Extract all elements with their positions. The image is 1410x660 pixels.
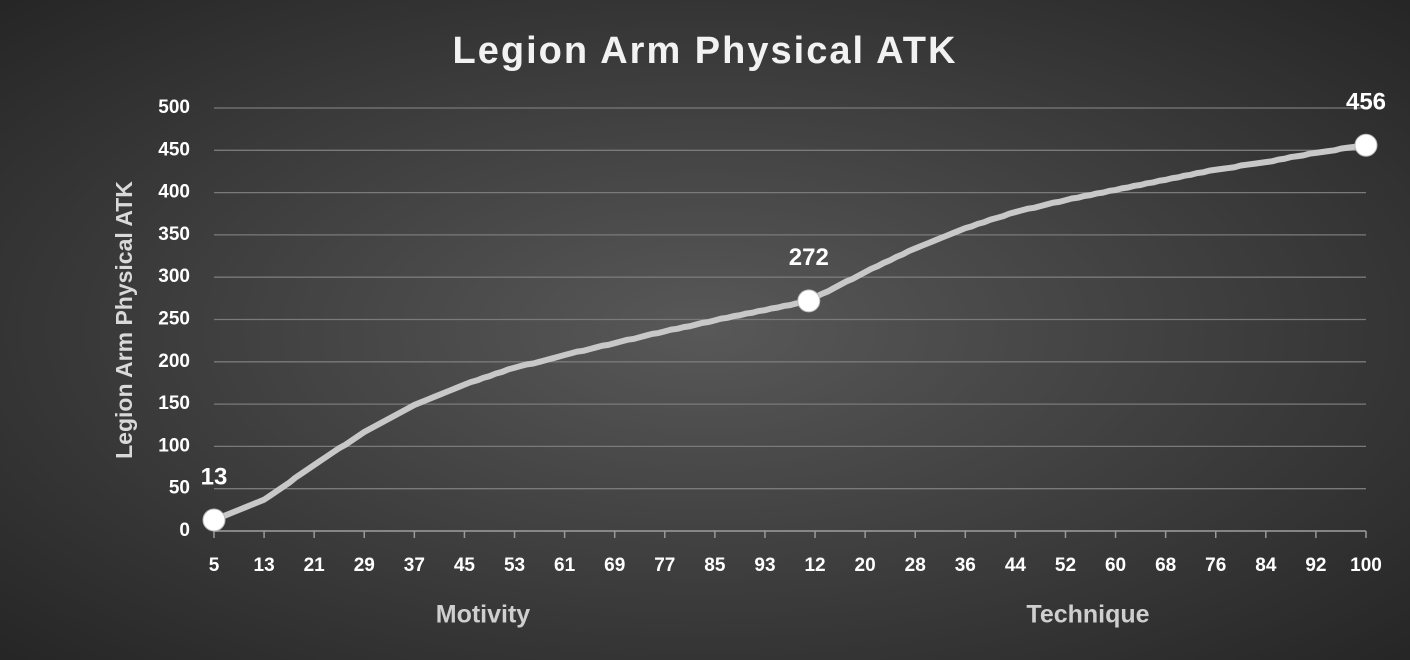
x-tick-label: 85 (704, 555, 726, 576)
x-tick-label: 100 (1350, 555, 1382, 576)
x-tick-label: 12 (804, 555, 825, 576)
point-marker (202, 508, 226, 532)
y-tick-label: 450 (158, 139, 190, 160)
x-tick-label: 60 (1105, 555, 1126, 576)
y-tick-label: 350 (158, 224, 190, 245)
y-tick-label: 400 (158, 182, 190, 203)
data-label: 272 (789, 244, 829, 271)
chart-title: Legion Arm Physical ATK (453, 30, 958, 72)
y-tick-label: 300 (158, 266, 190, 287)
x-tick-label: 93 (754, 555, 775, 576)
x-tick-label: 68 (1155, 555, 1176, 576)
data-label: 13 (201, 463, 228, 490)
x-tick-label: 61 (554, 555, 576, 576)
x-tick-label: 37 (404, 555, 425, 576)
point-marker (1354, 133, 1378, 157)
x-group-label: Motivity (436, 601, 531, 629)
x-tick-label: 92 (1305, 555, 1326, 576)
y-axis-title: Legion Arm Physical ATK (111, 181, 137, 459)
data-line (211, 142, 1369, 523)
x-tick-label: 21 (304, 555, 326, 576)
x-tick-label: 29 (354, 555, 375, 576)
x-tick-label: 45 (454, 555, 476, 576)
y-tick-label: 250 (158, 309, 190, 330)
point-marker (797, 289, 821, 313)
x-tick-label: 53 (504, 555, 525, 576)
x-tick-label: 76 (1205, 555, 1226, 576)
y-tick-label: 0 (179, 520, 190, 541)
y-tick-label: 150 (158, 393, 190, 414)
x-tick-label: 44 (1005, 555, 1027, 576)
x-tick-label: 13 (254, 555, 275, 576)
x-tick-label: 28 (905, 555, 926, 576)
x-group-label: Technique (1026, 601, 1149, 629)
y-tick-label: 50 (169, 478, 190, 499)
x-tick-label: 5 (209, 555, 220, 576)
x-tick-label: 20 (855, 555, 876, 576)
x-tick-label: 36 (955, 555, 976, 576)
y-tick-label: 100 (158, 435, 190, 456)
x-tick-label: 84 (1255, 555, 1277, 576)
x-tick-label: 69 (604, 555, 625, 576)
x-tick-label: 52 (1055, 555, 1076, 576)
y-tick-label: 500 (158, 97, 190, 118)
y-tick-label: 200 (158, 351, 190, 372)
data-label: 456 (1346, 89, 1386, 116)
x-tick-label: 77 (654, 555, 675, 576)
